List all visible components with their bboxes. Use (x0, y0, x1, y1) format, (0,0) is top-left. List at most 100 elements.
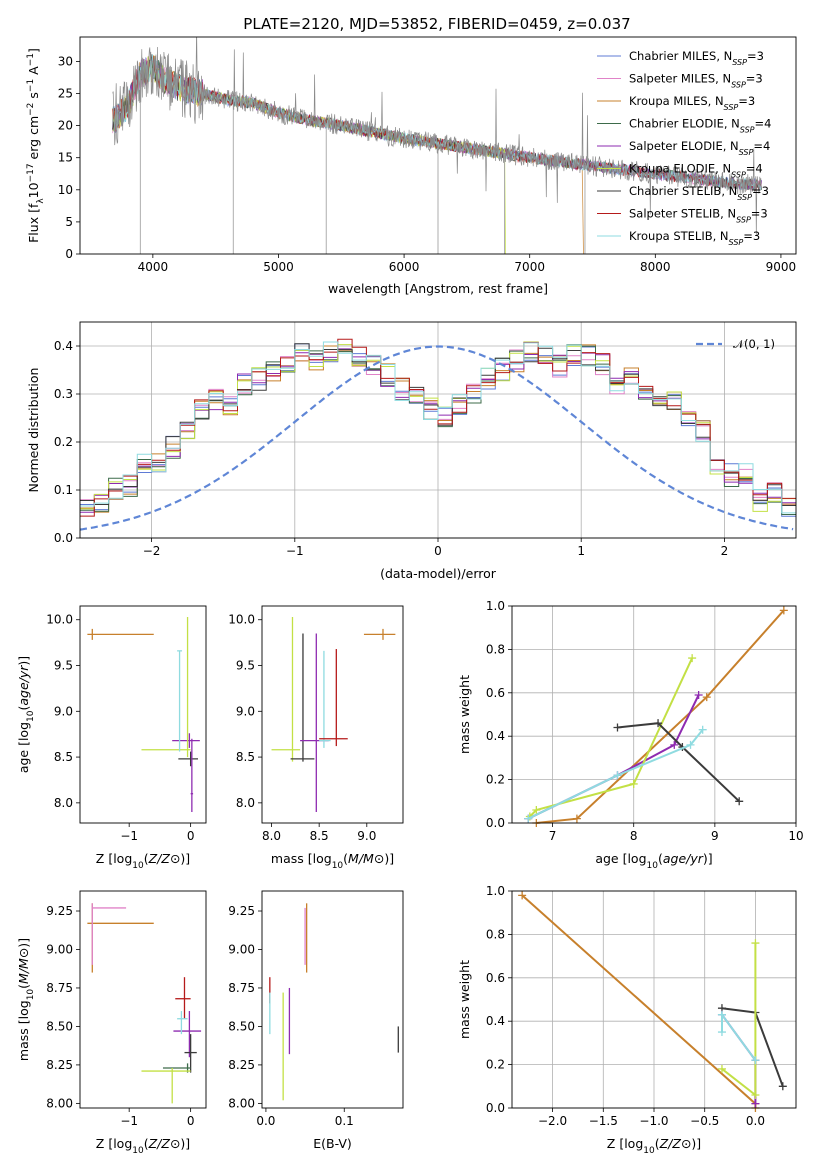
legend-sub: SSP (736, 215, 751, 224)
series-line-1 (721, 1007, 784, 1087)
label-part: )] (16, 656, 31, 666)
y-tick-label: 1.0 (486, 599, 505, 613)
x-tick-label: −1 (286, 544, 304, 558)
x-tick-label: 0 (187, 1114, 195, 1128)
label-part: 10 (132, 1146, 144, 1156)
y-axis-label: mass [log10(M/M⊙)] (16, 938, 36, 1061)
spectrum-panel: 4000 5000 6000 7000 8000 9000 0 5 10 15 20 25 30 wave… (26, 36, 797, 296)
axes-frame (79, 321, 797, 539)
x-tick-label: 8000 (640, 260, 671, 274)
Z_vs_mass-panel: −1 08.008.258.508.759.009.25Z [log10(Z/Z⊙… (16, 890, 207, 1156)
label-part: Z [log (607, 1136, 643, 1151)
y-tick-label: 0.8 (486, 927, 505, 941)
label-part: −1 (26, 79, 36, 92)
legend-sub: SSP (739, 148, 754, 157)
x-tick-label: 0 (434, 544, 442, 558)
legend-suffix: =4 (755, 117, 772, 131)
series-marker (702, 693, 711, 702)
legend-label: Salpeter ELODIE, N (629, 139, 739, 153)
y-tick-label: 0.3 (54, 387, 73, 401)
mass_vs_age-panel: 8.0 8.5 9.0 8.0 8.5 9.0 9.5 10.0 mass [log10(M/M… (228, 605, 404, 871)
series-marker (751, 1056, 760, 1065)
y-tick-label: 8.0 (236, 796, 255, 810)
series-marker (654, 719, 663, 728)
legend-label: Salpeter MILES, N (629, 72, 731, 86)
label-part: 10 (26, 989, 36, 1001)
legend-suffix: =3 (746, 72, 763, 86)
x-tick-label: 0.0 (746, 1114, 765, 1128)
x-tick-label: −2.0 (538, 1114, 567, 1128)
series-marker (717, 1064, 726, 1073)
y-tick-label: 9.00 (228, 942, 255, 956)
residual-hist-8 (80, 341, 796, 514)
label-part: )] (180, 1136, 190, 1151)
label-part: Flux [f (26, 203, 41, 243)
series-marker (751, 1099, 760, 1108)
x-tick-label: 10 (788, 829, 803, 843)
y-tick-label: 9.0 (236, 704, 255, 718)
y-tick-label: 8.5 (54, 750, 73, 764)
label-part: −1 (26, 53, 36, 66)
y-tick-label: 0.6 (486, 686, 505, 700)
x-axis-label: Z [log10(Z/Z⊙)] (607, 1136, 701, 1156)
label-part: 10 (26, 182, 41, 198)
y-tick-label: 8.0 (54, 796, 73, 810)
label-part: 10 (26, 710, 36, 722)
x-tick-label: 7000 (514, 260, 545, 274)
series-marker (572, 814, 581, 823)
y-tick-label: 0.2 (486, 773, 505, 787)
x-axis-label: (data-model)/error (380, 566, 497, 581)
y-tick-label: 10.0 (228, 613, 255, 627)
legend-entry: Salpeter STELIB, NSSP=3 (629, 207, 768, 225)
x-tick-label: 0 (187, 829, 195, 843)
label-part: age/yr (663, 851, 704, 866)
legend-label: Salpeter STELIB, N (629, 207, 736, 221)
x-axis-label: mass [log10(M/M⊙)] (271, 851, 394, 871)
label-part: s (26, 92, 41, 103)
y-tick-label: 1.0 (486, 884, 505, 898)
y-tick-label: 0.0 (486, 816, 505, 830)
label-part: Z [log (96, 851, 132, 866)
axes-frame (511, 890, 797, 1109)
legend-entry: Salpeter MILES, NSSP=3 (629, 72, 763, 90)
series-line-3 (721, 943, 757, 1098)
y-axis-label: Flux [fλ10−17 erg cm−2 s−1 A−1] (26, 48, 46, 243)
series-marker (524, 814, 533, 823)
legend-suffix: =3 (738, 94, 755, 108)
residual-hist-5 (80, 341, 796, 512)
label-part: λ (36, 198, 46, 204)
legend-entry: Kroupa ELODIE, NSSP=4 (629, 162, 763, 180)
x-axis-label: age [log10(age/yr)] (595, 851, 712, 871)
label-part: ( (655, 1136, 660, 1151)
legend-suffix: =3 (751, 207, 768, 221)
label-part: mass [log (271, 851, 332, 866)
legend-suffix: =3 (743, 229, 760, 243)
legend-label: Kroupa ELODIE, N (629, 162, 731, 176)
y-axis-label: Normed distribution (26, 368, 41, 493)
x-tick-label: −1 (120, 829, 138, 843)
y-tick-label: 9.0 (54, 704, 73, 718)
label-part: −2 (26, 103, 36, 116)
series-line-1 (527, 694, 700, 820)
x-tick-label: 5000 (263, 260, 294, 274)
series-marker (735, 797, 744, 806)
y-tick-label: 30 (58, 54, 73, 68)
y-tick-label: 0.1 (54, 483, 73, 497)
y-tick-label: 0.0 (486, 1101, 505, 1115)
label-part: Z/Z⊙ (148, 1136, 181, 1151)
legend-label: Kroupa STELIB, N (629, 229, 729, 243)
series-marker (717, 1010, 726, 1019)
y-axis-label: mass weight (457, 960, 472, 1039)
y-tick-label: 5 (65, 215, 73, 229)
spectrum-data (112, 37, 763, 236)
axes-frame (79, 890, 207, 1109)
y-tick-label: 0.4 (54, 339, 73, 353)
y-axis-label: age [log10(age/yr)] (16, 656, 36, 773)
legend-entry: Chabrier STELIB, NSSP=3 (629, 184, 769, 202)
x-tick-label: 8.5 (310, 829, 329, 843)
x-tick-label: 9000 (766, 260, 797, 274)
label-part: Z [log (96, 1136, 132, 1151)
EBV_vs_mass-panel: 0.0 0.1 8.00 8.25 8.50 8.75 9.00 9.25 E(B-V) (228, 890, 404, 1151)
y-tick-label: 15 (58, 151, 73, 165)
